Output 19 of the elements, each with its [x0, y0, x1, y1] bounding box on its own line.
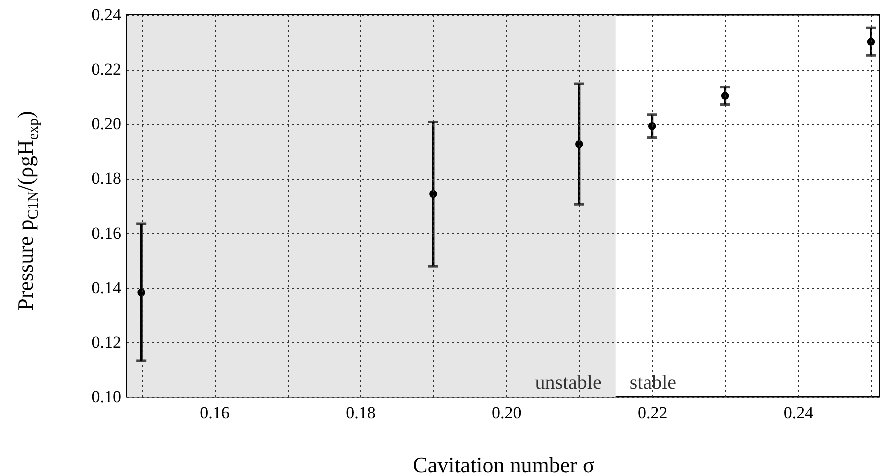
x-tick-label: 0.24	[784, 404, 814, 422]
y-tick-label: 0.10	[92, 388, 122, 406]
point	[867, 38, 876, 46]
y-tick-label: 0.20	[92, 114, 122, 134]
text: 0.20	[492, 404, 522, 422]
point	[138, 288, 146, 297]
x-tick-label: 0.22	[638, 404, 668, 422]
annotation: stable	[630, 372, 677, 394]
y-tick-label: 0.14	[92, 278, 122, 298]
y-tick-label: 0.18	[92, 169, 122, 188]
point	[721, 92, 730, 100]
x-tick-label: 0.18	[346, 404, 376, 422]
y-tick-label: 0.24	[92, 6, 122, 24]
band-label: unstable	[535, 372, 602, 394]
x-axis-title: Cavitation number σ	[413, 452, 595, 475]
y-tick-label: 0.22	[92, 60, 122, 80]
y-tick-label: 0.12	[92, 332, 122, 352]
x-tick-label: 0.16	[200, 404, 230, 422]
y-tick-label: 0.16	[92, 224, 122, 243]
